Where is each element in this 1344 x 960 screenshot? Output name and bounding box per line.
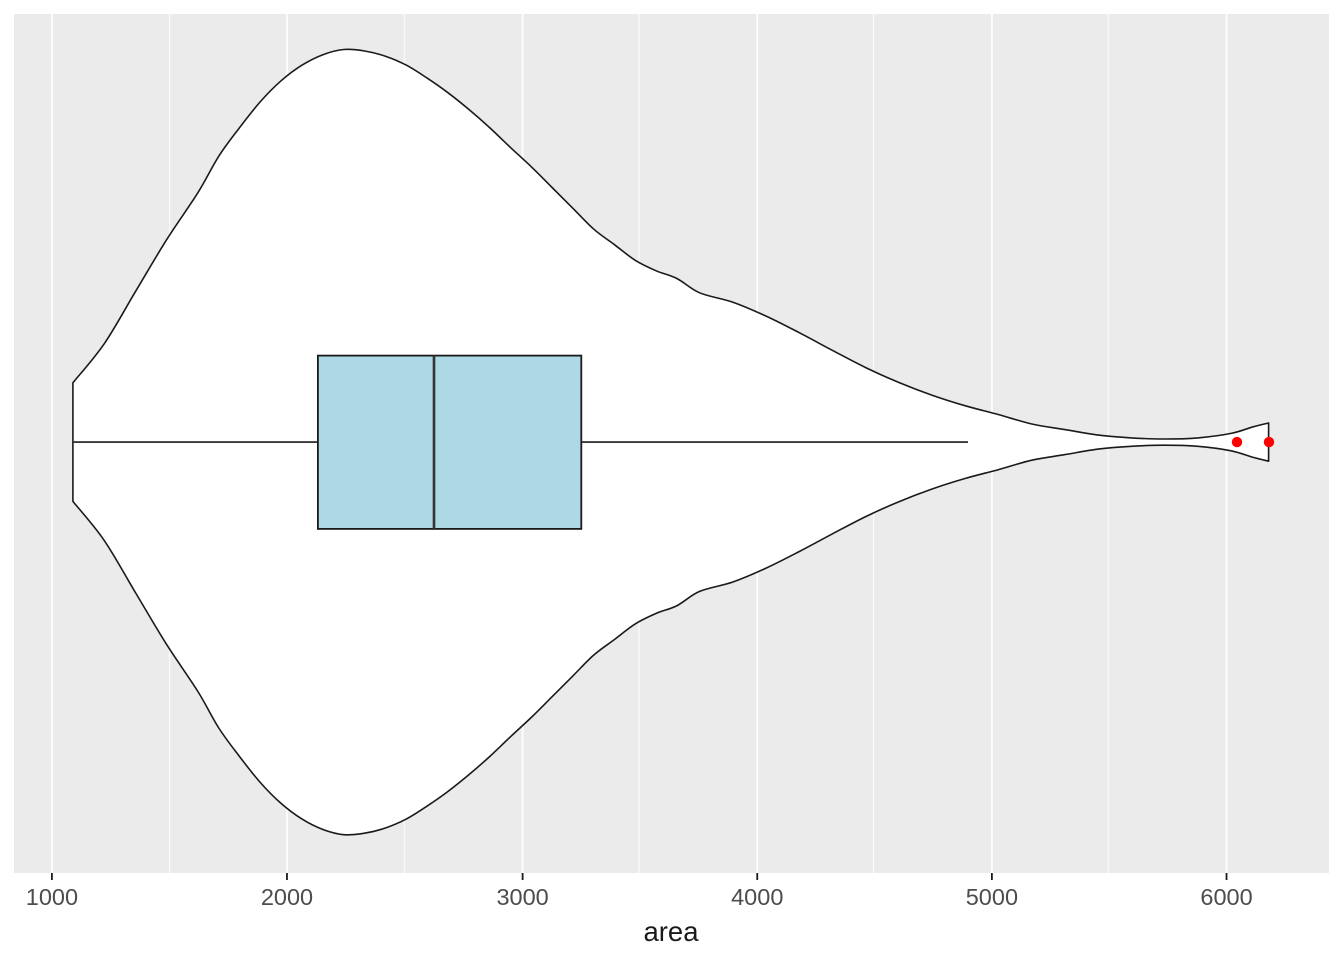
- svg-text:3000: 3000: [496, 884, 548, 910]
- svg-text:2000: 2000: [261, 884, 313, 910]
- svg-text:4000: 4000: [731, 884, 783, 910]
- svg-text:1000: 1000: [26, 884, 78, 910]
- svg-text:area: area: [643, 916, 699, 947]
- svg-text:5000: 5000: [966, 884, 1018, 910]
- svg-text:6000: 6000: [1200, 884, 1252, 910]
